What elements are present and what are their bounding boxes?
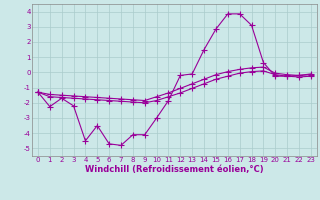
X-axis label: Windchill (Refroidissement éolien,°C): Windchill (Refroidissement éolien,°C): [85, 165, 264, 174]
